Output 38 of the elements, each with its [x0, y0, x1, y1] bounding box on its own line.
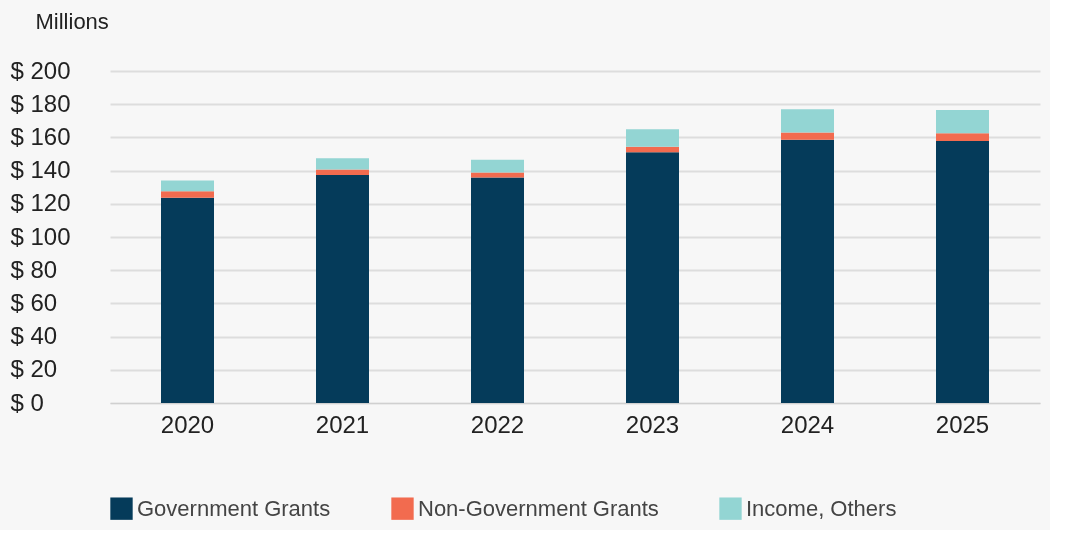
- y-tick-label: $ 120: [10, 189, 71, 217]
- bar: [161, 191, 214, 198]
- bar: [781, 109, 834, 133]
- y-tick-label: $ 40: [10, 322, 58, 350]
- y-tick-label: $ 180: [10, 89, 71, 117]
- bar: [936, 110, 989, 134]
- bar: [471, 159, 524, 173]
- bar: [936, 140, 989, 403]
- y-tick-label: $ 80: [10, 255, 58, 283]
- x-tick-label: 2022: [470, 410, 525, 438]
- legend-label: Non-Government Grants: [418, 495, 659, 521]
- bar: [781, 132, 834, 140]
- x-tick-label: 2024: [780, 410, 835, 438]
- y-tick-label: $ 20: [10, 355, 58, 383]
- bar: [471, 177, 524, 403]
- bar: [781, 139, 834, 403]
- y-tick-label: $ 100: [10, 222, 71, 250]
- y-tick-label: $ 200: [10, 56, 71, 84]
- bar: [316, 175, 369, 403]
- y-axis-title: Millions: [35, 8, 109, 34]
- x-tick-label: 2021: [315, 410, 370, 438]
- y-tick-label: $ 140: [10, 156, 71, 184]
- bar: [626, 146, 679, 153]
- y-tick-label: $ 160: [10, 122, 71, 150]
- bar: [936, 133, 989, 141]
- legend-label: Government Grants: [137, 495, 331, 521]
- y-tick-label: $ 0: [10, 388, 44, 416]
- legend-label: Income, Others: [746, 495, 897, 521]
- bar: [626, 129, 679, 147]
- bar: [316, 169, 369, 176]
- y-tick-label: $ 60: [10, 288, 58, 316]
- bar: [161, 197, 214, 403]
- x-tick-label: 2020: [160, 410, 215, 438]
- bar: [161, 180, 214, 192]
- bar: [626, 152, 679, 403]
- x-tick-label: 2023: [625, 410, 680, 438]
- x-tick-label: 2025: [935, 410, 990, 438]
- bar: [316, 158, 369, 170]
